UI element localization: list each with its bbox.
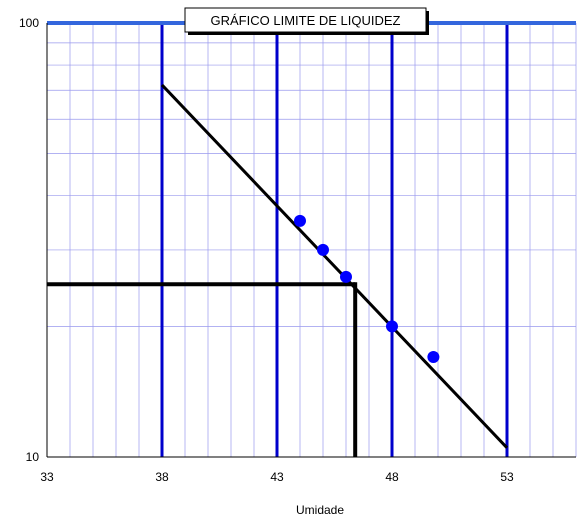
x-axis-title: Umidade xyxy=(296,503,344,517)
data-point xyxy=(340,270,352,283)
data-point xyxy=(427,350,440,363)
vertical-marker-lines xyxy=(160,23,509,457)
x-tick-label: 53 xyxy=(500,470,514,484)
horizontal-gridlines xyxy=(47,42,576,327)
y-tick-label: 100 xyxy=(19,16,39,30)
reference-lines xyxy=(47,282,358,457)
data-point xyxy=(386,320,398,333)
data-points xyxy=(294,214,440,363)
y-tick-labels: 10 100 xyxy=(19,16,39,464)
chart-title: GRÁFICO LIMITE DE LIQUIDEZ xyxy=(211,13,401,28)
trend-line xyxy=(160,83,509,449)
data-point xyxy=(317,243,329,256)
y-tick-label: 10 xyxy=(26,450,40,464)
data-point xyxy=(294,214,306,227)
x-tick-label: 48 xyxy=(385,470,399,484)
x-tick-label: 43 xyxy=(270,470,284,484)
x-tick-labels: 33 38 43 48 53 xyxy=(40,470,514,484)
x-tick-label: 38 xyxy=(155,470,169,484)
chart-title-box: GRÁFICO LIMITE DE LIQUIDEZ xyxy=(184,7,429,35)
x-tick-label: 33 xyxy=(40,470,54,484)
